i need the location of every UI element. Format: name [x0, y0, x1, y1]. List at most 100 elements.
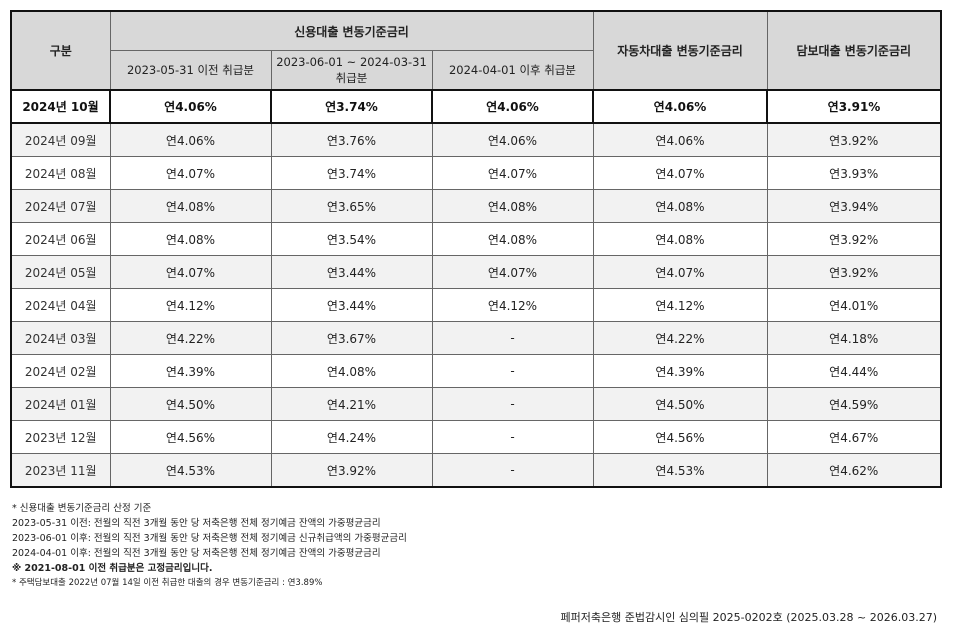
rate-cell: - — [431, 321, 594, 355]
rate-cell: 연4.07% — [109, 255, 272, 289]
notes: * 신용대출 변동기준금리 산정 기준 2023-05-31 이전: 전월의 직… — [12, 501, 407, 591]
note-fixed-rate: ※ 2021-08-01 이전 취급분은 고정금리입니다. — [12, 563, 213, 574]
rate-cell: 연4.12% — [592, 288, 768, 322]
rate-cell: 연4.06% — [592, 122, 768, 157]
rate-cell: 연4.08% — [431, 222, 594, 256]
rate-cell: 연3.74% — [270, 156, 433, 190]
header-secured: 담보대출 변동기준금리 — [766, 10, 942, 91]
rate-cell: 연3.54% — [270, 222, 433, 256]
rate-cell: 연3.65% — [270, 189, 433, 223]
rate-cell: 연4.53% — [109, 453, 272, 488]
rate-cell: 연4.08% — [592, 189, 768, 223]
rate-cell: 연4.50% — [592, 387, 768, 421]
table-row-current: 2024년 10월 연4.06% 연3.74% 연4.06% 연4.06% 연3.91% — [10, 89, 942, 124]
rate-cell: 연4.07% — [431, 255, 594, 289]
rate-cell: 연4.50% — [109, 387, 272, 421]
rate-cell: 연4.01% — [766, 288, 942, 322]
rate-cell: - — [431, 453, 594, 488]
note-line: 2023-05-31 이전: 전월의 직전 3개월 동안 당 저축은행 전체 정… — [12, 518, 381, 529]
row-month: 2024년 08월 — [10, 156, 111, 190]
row-month: 2024년 07월 — [10, 189, 111, 223]
rate-cell: - — [431, 354, 594, 388]
rate-cell: 연4.21% — [270, 387, 433, 421]
rate-cell: 연3.92% — [766, 122, 942, 157]
note-line: 2023-06-01 이후: 전월의 직전 3개월 동안 당 저축은행 전체 정… — [12, 533, 407, 544]
row-month: 2024년 04월 — [10, 288, 111, 322]
rate-cell: 연4.08% — [109, 189, 272, 223]
rate-cell: 연4.39% — [592, 354, 768, 388]
header-credit-sub-2: 2023-06-01 ~ 2024-03-31 취급분 — [270, 50, 433, 91]
note-mortgage: * 주택담보대출 2022년 07월 14일 이전 취급한 대출의 경우 변동기… — [12, 578, 323, 588]
header-credit-sub-3: 2024-04-01 이후 취급분 — [431, 50, 594, 91]
rate-cell: 연3.74% — [270, 89, 433, 124]
rate-cell: 연4.08% — [109, 222, 272, 256]
rate-cell: 연4.59% — [766, 387, 942, 421]
row-month: 2024년 10월 — [10, 89, 111, 124]
rate-cell: 연4.44% — [766, 354, 942, 388]
rate-cell: 연3.93% — [766, 156, 942, 190]
header-auto: 자동차대출 변동기준금리 — [592, 10, 768, 91]
rate-cell: 연3.94% — [766, 189, 942, 223]
note-line: * 신용대출 변동기준금리 산정 기준 — [12, 503, 152, 514]
rate-cell: 연4.06% — [431, 89, 594, 124]
rate-cell: 연4.18% — [766, 321, 942, 355]
rate-cell: 연4.67% — [766, 420, 942, 454]
row-month: 2024년 03월 — [10, 321, 111, 355]
rate-cell: 연4.08% — [431, 189, 594, 223]
rate-cell: 연4.12% — [431, 288, 594, 322]
compliance-footer: 페퍼저축은행 준법감시인 심의필 2025-0202호 (2025.03.28 … — [560, 611, 938, 624]
table-row: 2024년 01월 연4.50% 연4.21% - 연4.50% 연4.59% — [10, 387, 942, 421]
table-header: 구분 신용대출 변동기준금리 자동차대출 변동기준금리 담보대출 변동기준금리 … — [10, 10, 942, 91]
rate-cell: 연4.08% — [270, 354, 433, 388]
rate-cell: 연3.76% — [270, 122, 433, 157]
rate-cell: 연4.56% — [592, 420, 768, 454]
rate-cell: 연4.22% — [592, 321, 768, 355]
rate-cell: 연3.91% — [766, 89, 942, 124]
table-row: 2024년 06월 연4.08% 연3.54% 연4.08% 연4.08% 연3.92% — [10, 222, 942, 256]
rate-cell: 연3.67% — [270, 321, 433, 355]
table-body: 2024년 10월 연4.06% 연3.74% 연4.06% 연4.06% 연3.91% 2… — [10, 89, 942, 488]
table-row: 2024년 09월 연4.06% 연3.76% 연4.06% 연4.06% 연3.92% — [10, 122, 942, 157]
rate-cell: 연4.53% — [592, 453, 768, 488]
rate-cell: 연3.92% — [766, 255, 942, 289]
rate-cell: 연4.07% — [592, 156, 768, 190]
rate-cell: 연4.12% — [109, 288, 272, 322]
rate-cell: 연4.56% — [109, 420, 272, 454]
rate-cell: - — [431, 420, 594, 454]
table-row: 2024년 04월 연4.12% 연3.44% 연4.12% 연4.12% 연4.01% — [10, 288, 942, 322]
rate-table: 구분 신용대출 변동기준금리 자동차대출 변동기준금리 담보대출 변동기준금리 … — [10, 10, 942, 488]
note-line: 2024-04-01 이후: 전월의 직전 3개월 동안 당 저축은행 전체 정… — [12, 548, 381, 559]
rate-cell: 연4.07% — [109, 156, 272, 190]
header-credit-sub-1: 2023-05-31 이전 취급분 — [109, 50, 272, 91]
rate-cell: 연4.07% — [592, 255, 768, 289]
row-month: 2024년 05월 — [10, 255, 111, 289]
rate-cell: 연4.06% — [431, 122, 594, 157]
row-month: 2024년 09월 — [10, 122, 111, 157]
rate-cell: 연4.06% — [109, 122, 272, 157]
rate-cell: 연4.39% — [109, 354, 272, 388]
header-credit-group: 신용대출 변동기준금리 — [109, 10, 594, 51]
rate-cell: 연4.07% — [431, 156, 594, 190]
rate-cell: 연4.62% — [766, 453, 942, 488]
rate-cell: 연3.44% — [270, 288, 433, 322]
table-row: 2024년 02월 연4.39% 연4.08% - 연4.39% 연4.44% — [10, 354, 942, 388]
rate-cell: 연4.24% — [270, 420, 433, 454]
table-row: 2024년 08월 연4.07% 연3.74% 연4.07% 연4.07% 연3.93% — [10, 156, 942, 190]
table-row: 2023년 11월 연4.53% 연3.92% - 연4.53% 연4.62% — [10, 453, 942, 488]
table-row: 2023년 12월 연4.56% 연4.24% - 연4.56% 연4.67% — [10, 420, 942, 454]
header-division: 구분 — [10, 10, 111, 91]
row-month: 2024년 02월 — [10, 354, 111, 388]
table-row: 2024년 05월 연4.07% 연3.44% 연4.07% 연4.07% 연3.92% — [10, 255, 942, 289]
rate-cell: 연3.92% — [766, 222, 942, 256]
rate-cell: 연4.06% — [109, 89, 272, 124]
rate-cell: - — [431, 387, 594, 421]
rate-cell: 연3.92% — [270, 453, 433, 488]
table-row: 2024년 03월 연4.22% 연3.67% - 연4.22% 연4.18% — [10, 321, 942, 355]
row-month: 2024년 01월 — [10, 387, 111, 421]
rate-cell: 연3.44% — [270, 255, 433, 289]
rate-cell: 연4.06% — [592, 89, 768, 124]
row-month: 2023년 11월 — [10, 453, 111, 488]
rate-cell: 연4.08% — [592, 222, 768, 256]
rate-cell: 연4.22% — [109, 321, 272, 355]
table-row: 2024년 07월 연4.08% 연3.65% 연4.08% 연4.08% 연3.94% — [10, 189, 942, 223]
